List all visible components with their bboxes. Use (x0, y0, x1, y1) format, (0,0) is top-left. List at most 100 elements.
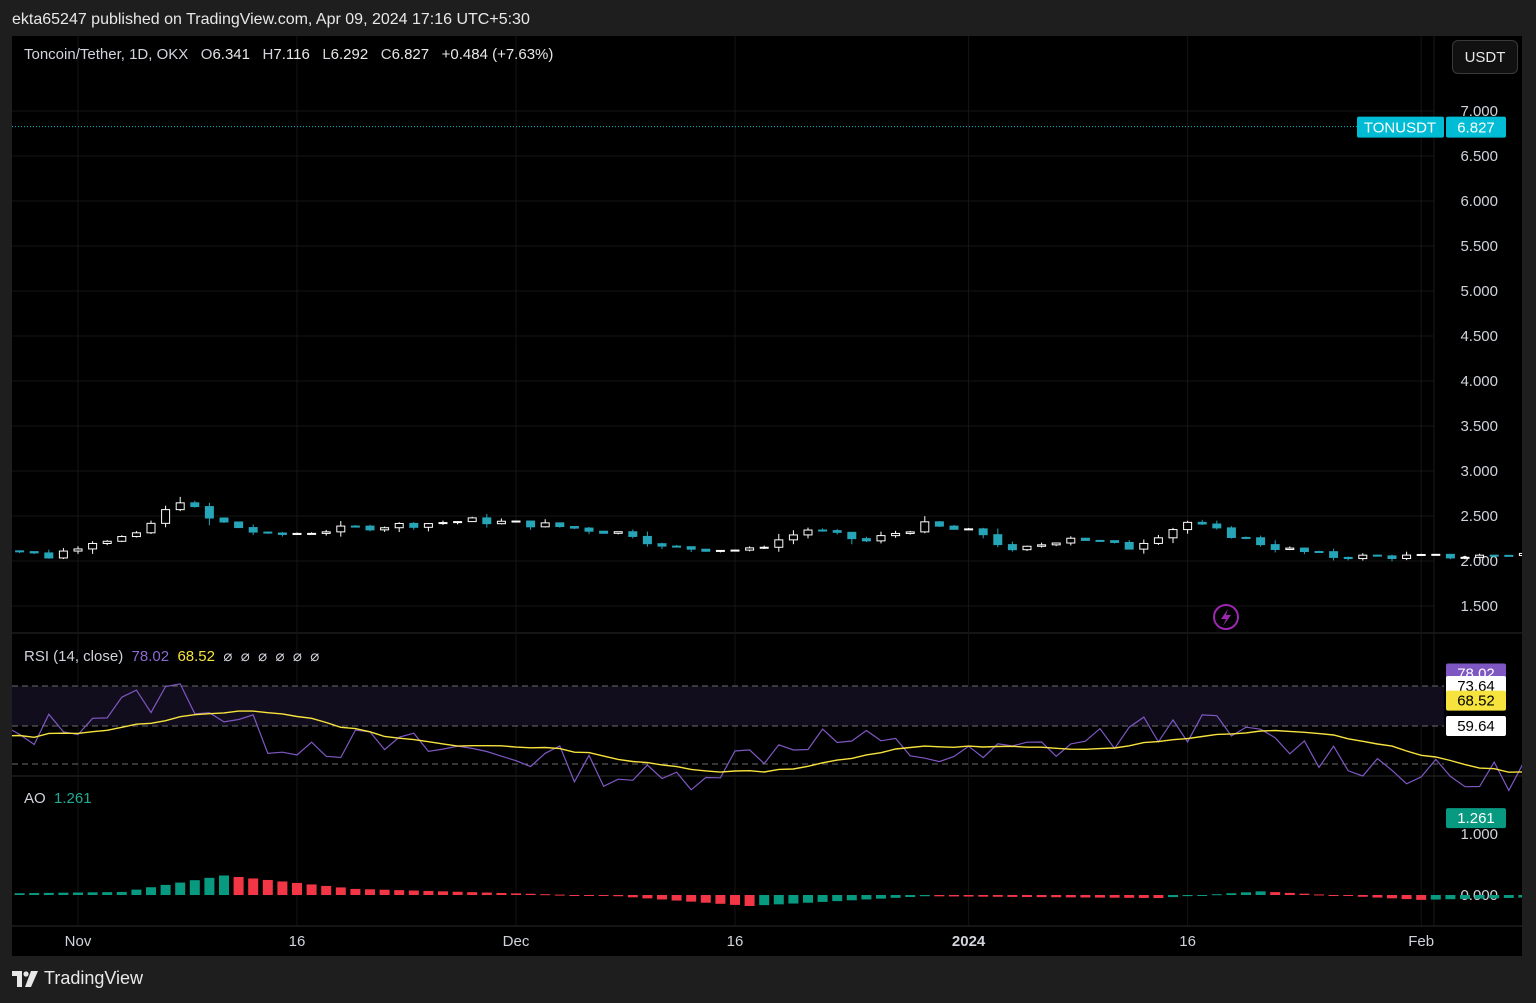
chart-canvas[interactable]: Nov16Dec16202416Feb16Mar16Apr16May7.0006… (12, 36, 1522, 956)
ao-bar (1051, 895, 1062, 898)
ao-bar (613, 895, 624, 897)
ao-bar (554, 894, 565, 896)
ao-bar (1489, 895, 1500, 899)
ao-bar (1299, 893, 1310, 895)
rsi-legend: RSI (14, close) 78.02 68.52 ⌀ ⌀ ⌀ ⌀ ⌀ ⌀ (24, 648, 320, 665)
ao-bar (58, 892, 69, 895)
ao-bar (394, 890, 405, 895)
candle-body (1416, 553, 1426, 556)
candle-body (686, 546, 696, 550)
y-axis-tick-label: 5.000 (1460, 283, 1498, 300)
ao-bar (1255, 891, 1266, 895)
candle-body (29, 551, 39, 554)
ao-bar (131, 889, 142, 895)
low-value: 6.292 (330, 46, 369, 63)
candle-body (934, 521, 944, 527)
candle-body (1197, 521, 1207, 525)
candle-body (15, 550, 25, 553)
publisher-header: ekta65247 published on TradingView.com, … (12, 11, 530, 28)
candle-body (993, 534, 1003, 546)
ao-bar (642, 895, 653, 899)
ao-bar (788, 895, 799, 904)
candle-body (1241, 536, 1251, 539)
ao-bar (1430, 895, 1441, 900)
ao-bar (832, 895, 843, 902)
currency-button[interactable]: USDT (1452, 40, 1518, 74)
ao-bar (919, 895, 930, 897)
ao-bar (876, 895, 886, 899)
y-axis-tick-label: 2.500 (1460, 508, 1498, 525)
ao-bar (657, 895, 667, 900)
ao-bar (1241, 892, 1251, 895)
candle-body (832, 530, 842, 533)
ao-bar (116, 891, 127, 895)
ao-bar (1518, 895, 1522, 898)
x-axis-tick-label: 16 (1179, 933, 1196, 950)
rsi-ma-line (12, 710, 1522, 773)
candle-body (1431, 553, 1441, 556)
x-axis-tick-label: Feb (1408, 933, 1434, 950)
tradingview-icon (12, 970, 38, 987)
candle-body (657, 543, 667, 547)
candle-body (1329, 551, 1339, 558)
ao-bar (29, 893, 40, 895)
x-axis-tick-label: 16 (727, 933, 744, 950)
candle-body (964, 528, 974, 531)
rsi-ma-tag (1446, 690, 1506, 711)
candle-body (788, 534, 798, 541)
candle-body (1124, 541, 1134, 550)
candle-body (73, 548, 83, 552)
candle-body (336, 525, 346, 533)
ao-bar (481, 892, 492, 895)
candle-body (978, 528, 988, 536)
candle-body (219, 517, 229, 523)
ao-bar (934, 895, 945, 897)
lightning-bolt-icon (1221, 609, 1231, 626)
candle-body (759, 546, 769, 549)
candle-body (1037, 544, 1047, 547)
candle-body (715, 549, 725, 552)
candle-body (1314, 551, 1324, 554)
chart-area[interactable]: Nov16Dec16202416Feb16Mar16Apr16May7.0006… (12, 36, 1522, 956)
ao-bar (1416, 895, 1427, 900)
candle-body (1285, 547, 1295, 550)
ao-bar (1387, 895, 1397, 899)
candle-body (248, 527, 258, 533)
candle-body (1489, 554, 1499, 557)
candle-body (131, 532, 141, 538)
candle-body (569, 526, 579, 529)
ao-bar (423, 890, 434, 895)
brand-name: TradingView (44, 968, 144, 988)
ao-bar (540, 894, 551, 896)
main-legend: Toncoin/Tether, 1D, OKX O6.341 H7.116 L6… (24, 46, 554, 63)
ao-bar (905, 895, 916, 898)
ao-bar (1226, 893, 1237, 895)
candle-body (394, 522, 404, 529)
ao-bar (1124, 895, 1135, 898)
rsi-ma-value: 68.52 (177, 648, 215, 665)
ao-bar (1138, 895, 1149, 898)
candle-body (1183, 521, 1193, 531)
ao-label: AO (24, 790, 46, 807)
ao-bar (1401, 895, 1412, 900)
price-tag-text: 6.827 (1457, 120, 1495, 137)
candle-body (905, 531, 915, 534)
high-value: 7.116 (273, 46, 310, 63)
tradingview-logo[interactable]: TradingView (12, 968, 143, 989)
candle-body (1256, 537, 1266, 546)
ao-bar (598, 895, 609, 896)
y-axis-tick-label: 7.000 (1460, 103, 1498, 120)
ao-bar (14, 893, 25, 895)
ao-bar (1182, 895, 1193, 897)
candle-body (350, 525, 360, 528)
candle-body (380, 527, 390, 531)
candle-body (1299, 547, 1309, 553)
candle-body (321, 531, 331, 534)
ao-bar (1474, 895, 1485, 899)
change-value: +0.484 (+7.63%) (441, 46, 554, 63)
candle-body (920, 521, 930, 533)
ao-bar (1022, 895, 1032, 898)
candle-body (701, 548, 711, 552)
price-tag (1446, 116, 1506, 138)
candle-body (423, 523, 433, 528)
